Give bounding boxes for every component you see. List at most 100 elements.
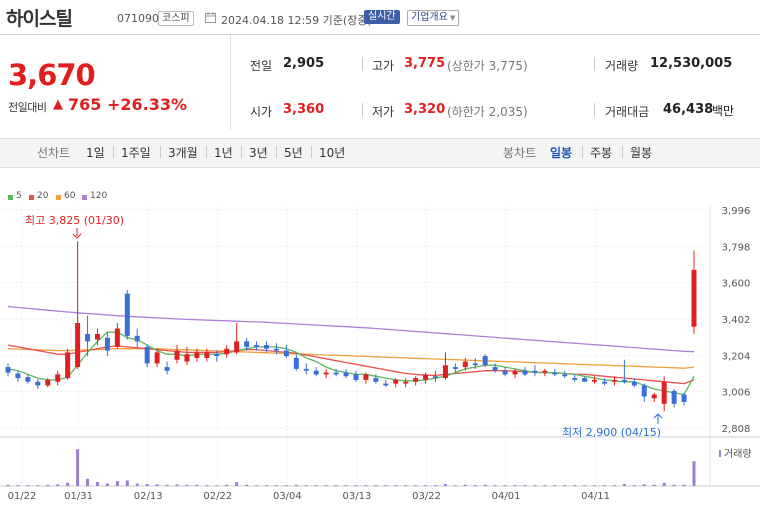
volume-bar — [473, 485, 477, 486]
x-tick-label: 02/22 — [203, 491, 232, 502]
volume-label: 거래량 — [605, 59, 639, 73]
range-3y[interactable]: 3년 — [249, 146, 268, 160]
candle-body — [393, 379, 399, 384]
candlestick-chart: 3,996 3,798 3,600 3,402 3,204 3,006 2,808 01/22… — [0, 205, 760, 502]
candle-body — [273, 348, 279, 351]
divider — [594, 57, 595, 71]
volume-bar — [612, 485, 616, 486]
divider — [362, 103, 363, 117]
candle-body — [254, 345, 260, 347]
x-tick-label: 02/13 — [134, 491, 163, 502]
candle-body — [691, 269, 697, 327]
candle-body — [602, 381, 608, 384]
range-10y[interactable]: 10년 — [319, 146, 346, 160]
range-5y[interactable]: 5년 — [284, 146, 303, 160]
candle-body — [532, 370, 538, 373]
candle-body — [611, 379, 617, 382]
dropdown-caret-icon: ▼ — [447, 14, 456, 22]
volume-bar — [553, 485, 557, 486]
volume-bar — [6, 484, 10, 486]
candle-body — [671, 390, 677, 404]
volume-bar — [404, 485, 408, 486]
legend-ma120: 120 — [90, 191, 108, 201]
low-label: 저가 — [372, 105, 395, 119]
candle-body — [572, 378, 578, 380]
candle-body — [383, 383, 389, 386]
chart-period-bar — [0, 138, 760, 168]
candle-body — [94, 334, 100, 340]
tab-monthly[interactable]: 월봉 — [630, 146, 653, 160]
company-overview-label: 기업개요 — [411, 12, 448, 23]
volume-bar — [523, 485, 527, 486]
volume-bar — [622, 484, 626, 486]
quote-datetime: 2024.04.18 12:59 기준(장중) — [221, 14, 372, 27]
candle-body — [651, 394, 657, 399]
volume-bar — [304, 485, 308, 486]
y-tick-label: 3,996 — [722, 206, 751, 217]
volume-bar — [394, 485, 398, 486]
x-tick-label: 03/22 — [412, 491, 441, 502]
volume-bar — [414, 485, 418, 486]
candle-body — [552, 372, 558, 375]
prev-close-label: 전일 — [250, 59, 273, 73]
volume-bar — [354, 485, 358, 486]
divider — [206, 146, 207, 158]
range-1d[interactable]: 1일 — [86, 146, 105, 160]
volume-bar — [165, 484, 169, 486]
y-tick-label: 2,808 — [722, 424, 751, 435]
x-tick-label: 03/13 — [343, 491, 372, 502]
volume-value: 12,530,005 — [650, 56, 733, 71]
divider — [362, 57, 363, 71]
tab-weekly[interactable]: 주봉 — [590, 146, 613, 160]
tab-daily[interactable]: 일봉 — [550, 146, 573, 160]
candle-body — [363, 374, 369, 380]
divider — [160, 146, 161, 158]
y-tick-label: 3,600 — [722, 279, 751, 290]
volume-bar — [453, 485, 457, 486]
range-1y[interactable]: 1년 — [214, 146, 233, 160]
candle-body — [631, 381, 637, 386]
volume-bar — [16, 485, 20, 486]
candle-body — [283, 350, 289, 357]
x-tick-label: 01/31 — [64, 491, 93, 502]
candle-body — [184, 354, 190, 362]
high-value: 3,775 — [404, 56, 446, 71]
candle-body — [204, 352, 210, 358]
candle-body — [492, 367, 498, 371]
company-overview-button[interactable]: 기업개요 ▼ — [407, 10, 460, 26]
open-label: 시가 — [250, 105, 273, 119]
volume-bar — [255, 485, 259, 486]
volume-bar — [195, 484, 199, 486]
candle-body — [194, 352, 200, 358]
candle-body — [512, 370, 518, 375]
low-annotation: 최저 2,900 (04/15) — [562, 426, 661, 439]
volume-bar — [314, 485, 318, 486]
divider — [582, 146, 583, 158]
range-1w[interactable]: 1주일 — [121, 146, 151, 160]
high-annotation-arrowhead — [72, 233, 82, 239]
volume-bar — [543, 485, 547, 486]
amount-unit: 백만 — [712, 104, 735, 118]
volume-bar — [344, 485, 348, 486]
candle-body — [413, 378, 419, 382]
volume-bar — [105, 483, 109, 486]
candle-body — [542, 370, 548, 373]
candle-body — [154, 352, 160, 364]
candle-body — [224, 348, 230, 355]
volume-bar — [185, 484, 189, 486]
lower-limit: (하한가 2,035) — [447, 105, 528, 119]
x-tick-label: 03/04 — [273, 491, 302, 502]
prev-close-value: 2,905 — [283, 56, 325, 71]
volume-bar — [434, 485, 438, 486]
candle-body — [164, 367, 170, 371]
volume-bar — [175, 484, 179, 486]
low-annotation-arrowhead — [653, 413, 663, 419]
candle-body — [373, 378, 379, 382]
candle-body — [45, 379, 51, 386]
volume-bar — [593, 485, 597, 486]
divider — [311, 146, 312, 158]
range-3m[interactable]: 3개월 — [168, 146, 198, 160]
volume-bar — [225, 484, 229, 486]
realtime-button[interactable]: 실시간 — [364, 10, 400, 24]
divider — [594, 103, 595, 117]
